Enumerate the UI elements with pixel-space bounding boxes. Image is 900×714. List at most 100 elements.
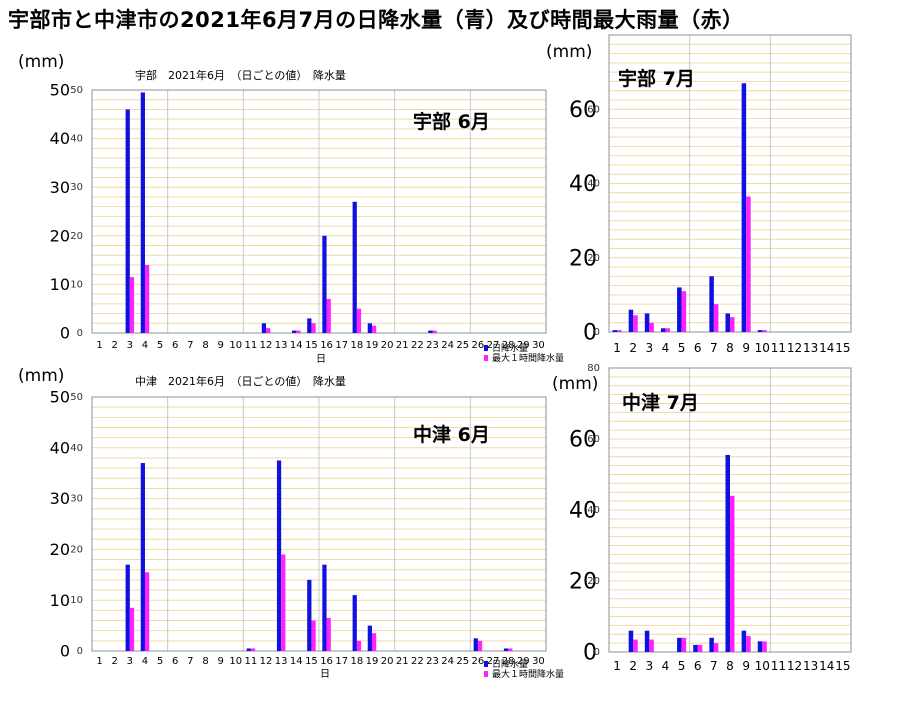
bar-daily	[140, 463, 145, 651]
y-tick-label-small: 20	[70, 544, 83, 555]
x-tick-label: 4	[142, 656, 148, 667]
y-tick-label: 40	[50, 438, 70, 457]
y-tick-label-small: 50	[70, 85, 83, 96]
y-tick-label-small: 10	[70, 595, 83, 606]
bar-daily	[322, 564, 327, 651]
bar-hourly-max	[144, 264, 150, 333]
plot-frame	[91, 89, 547, 334]
y-tick-label-small: 60	[587, 104, 600, 115]
bar-hourly-max	[633, 315, 638, 332]
x-tick-label: 4	[662, 341, 670, 355]
y-tick-label-small: 40	[587, 505, 600, 516]
x-tick-label: 13	[275, 656, 288, 667]
x-tick-label: 4	[662, 659, 670, 673]
y-tick-label: 40	[50, 129, 70, 148]
bar-hourly-max	[713, 643, 719, 652]
bar-daily	[276, 460, 282, 651]
x-tick-label: 10	[755, 341, 770, 355]
x-tick-label: 6	[172, 656, 178, 667]
x-tick-label: 18	[350, 340, 363, 351]
x-tick-label: 25	[456, 656, 469, 667]
legend-swatch	[484, 355, 488, 361]
chart-title: 中津 7月	[622, 392, 699, 414]
bar-daily	[628, 630, 634, 652]
y-tick-label: 30	[50, 489, 70, 508]
x-tick-label: 14	[819, 659, 834, 673]
x-tick-label: 6	[694, 659, 702, 673]
legend-label: 日降水量	[492, 342, 528, 354]
bar-hourly-max	[681, 291, 687, 332]
bar-hourly-max	[144, 572, 150, 651]
y-tick-label: 20	[569, 570, 597, 595]
bar-daily	[660, 328, 666, 332]
bar-hourly-max	[266, 328, 271, 333]
chart-subtitle: 中津 2021年6月 （日ごとの値） 降水量	[135, 375, 346, 388]
bar-daily	[741, 83, 747, 332]
chart-title: 宇部 6月	[413, 111, 490, 133]
y-tick-label: 50	[50, 388, 70, 407]
x-tick-label: 14	[819, 341, 834, 355]
y-tick-label-small: 20	[587, 576, 600, 587]
page-title: 宇部市と中津市の2021年6月7月の日降水量（青）及び時間最大雨量（赤）	[8, 8, 744, 32]
bar-hourly-max	[730, 495, 735, 652]
x-tick-label: 5	[157, 656, 163, 667]
x-tick-label: 9	[217, 656, 223, 667]
bar-hourly-max	[617, 330, 622, 332]
x-tick-label: 14	[290, 340, 303, 351]
x-tick-label: 10	[755, 659, 770, 673]
x-tick-label: 15	[835, 659, 850, 673]
bar-daily	[709, 276, 714, 332]
bar-daily	[644, 630, 650, 652]
x-tick-label: 28	[502, 656, 515, 667]
bar-hourly-max	[649, 639, 654, 652]
x-tick-label: 13	[803, 659, 818, 673]
y-tick-label: 60	[569, 98, 597, 123]
bar-hourly-max	[311, 620, 316, 651]
x-tick-label: 15	[835, 341, 850, 355]
bar-hourly-max	[326, 298, 331, 333]
bar-daily	[709, 637, 714, 652]
x-tick-label: 21	[396, 340, 409, 351]
x-tick-label: 11	[245, 656, 258, 667]
x-axis-label: 日	[320, 669, 330, 680]
x-tick-label: 26	[472, 340, 485, 351]
y-tick-label: 20	[50, 226, 70, 245]
bar-hourly-max	[371, 325, 377, 333]
bar-hourly-max	[681, 637, 687, 652]
y-tick-label: 0	[60, 642, 70, 661]
bar-daily	[125, 109, 130, 333]
x-tick-label: 12	[787, 659, 802, 673]
bar-daily	[628, 309, 634, 332]
x-tick-label: 30	[532, 340, 545, 351]
x-tick-label: 12	[260, 340, 273, 351]
x-tick-label: 16	[320, 340, 333, 351]
x-tick-label: 11	[245, 340, 258, 351]
bar-hourly-max	[129, 277, 135, 333]
bar-daily	[367, 323, 372, 333]
x-tick-label: 27	[487, 656, 500, 667]
y-tick-label: 20	[569, 246, 597, 271]
bar-daily	[677, 637, 682, 652]
x-tick-label: 28	[502, 340, 515, 351]
bar-hourly-max	[762, 330, 767, 332]
bar-daily	[741, 630, 747, 652]
bar-hourly-max	[697, 644, 703, 652]
y-tick-label: 40	[569, 499, 597, 524]
x-tick-label: 23	[426, 340, 439, 351]
bar-daily	[757, 641, 763, 652]
bar-hourly-max	[508, 648, 513, 651]
y-tick-label: 30	[50, 178, 70, 197]
x-tick-label: 1	[96, 656, 102, 667]
bar-hourly-max	[296, 330, 301, 333]
x-tick-label: 2	[112, 656, 118, 667]
x-tick-label: 10	[229, 656, 242, 667]
y-tick-label: 0	[583, 641, 597, 666]
x-tick-label: 1	[613, 659, 621, 673]
y-tick-label-small: 40	[70, 134, 83, 145]
y-tick-label-small: 40	[587, 179, 600, 190]
bar-daily	[352, 201, 357, 333]
bar-daily	[246, 648, 251, 651]
x-tick-label: 7	[187, 656, 193, 667]
